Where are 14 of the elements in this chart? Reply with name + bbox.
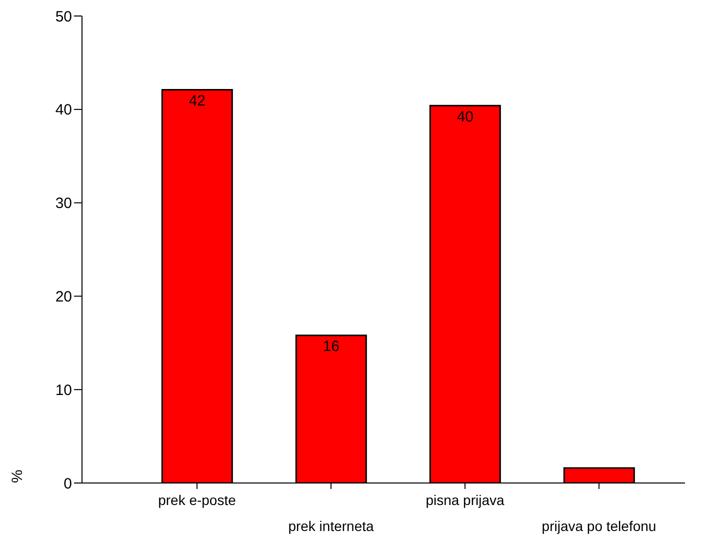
y-tick-label: 0	[64, 475, 72, 492]
y-tick-label: 50	[55, 8, 72, 26]
data-label: 16	[322, 338, 340, 356]
y-tick-label: 40	[55, 102, 72, 119]
y-tick-label: 30	[55, 195, 72, 212]
x-tick-label: prijava po telefonu	[542, 518, 656, 534]
x-tick-label: prek e-poste	[158, 492, 236, 508]
y-tick-label: 10	[55, 382, 72, 399]
x-tick-label: pisna prijava	[426, 492, 505, 508]
data-label: 42	[188, 92, 206, 110]
y-tick-label: 20	[55, 288, 72, 306]
x-tick-label: prek interneta	[288, 518, 374, 534]
y-axis-title: %	[9, 470, 26, 483]
data-label: 40	[456, 108, 474, 126]
